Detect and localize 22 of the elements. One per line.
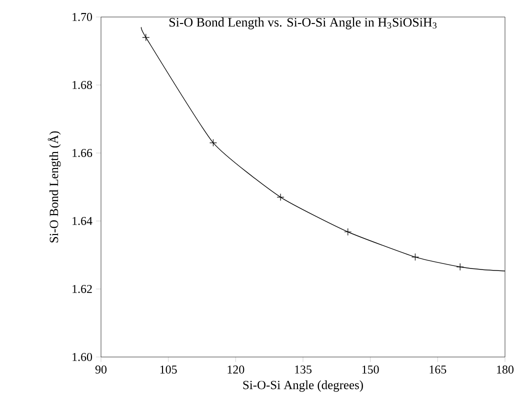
point bbox=[411, 253, 420, 261]
y-tick-label: 1.68 bbox=[72, 80, 92, 90]
point bbox=[344, 228, 352, 236]
x-axis-title: Si-O-Si Angle (degrees) bbox=[243, 380, 363, 392]
y-axis-title: Si-O Bond Length (Å) bbox=[48, 131, 61, 242]
x-tick-label: 165 bbox=[430, 366, 446, 374]
x-tick-label: 105 bbox=[160, 366, 177, 374]
x-tick-label: 180 bbox=[497, 366, 514, 374]
point bbox=[142, 34, 150, 42]
point bbox=[209, 139, 218, 147]
point bbox=[276, 193, 284, 201]
x-tick-label: 135 bbox=[295, 366, 312, 374]
y-tick-label: 1.60 bbox=[72, 352, 92, 362]
x-tick-label: 120 bbox=[228, 366, 244, 374]
y-tick-label: 1.70 bbox=[72, 12, 92, 22]
x-tick-label: 150 bbox=[362, 366, 379, 374]
y-tick-label: 1.64 bbox=[72, 216, 92, 226]
chart-title: Si-O Bond Length vs. Si-O-Si Angle in H$_{3}$SiOSiH$_{3}$ bbox=[169, 18, 437, 30]
point bbox=[456, 263, 464, 271]
x-tick-label: 90 bbox=[95, 366, 107, 374]
y-tick-label: 1.62 bbox=[72, 284, 92, 294]
y-tick-label: 1.66 bbox=[72, 148, 92, 158]
